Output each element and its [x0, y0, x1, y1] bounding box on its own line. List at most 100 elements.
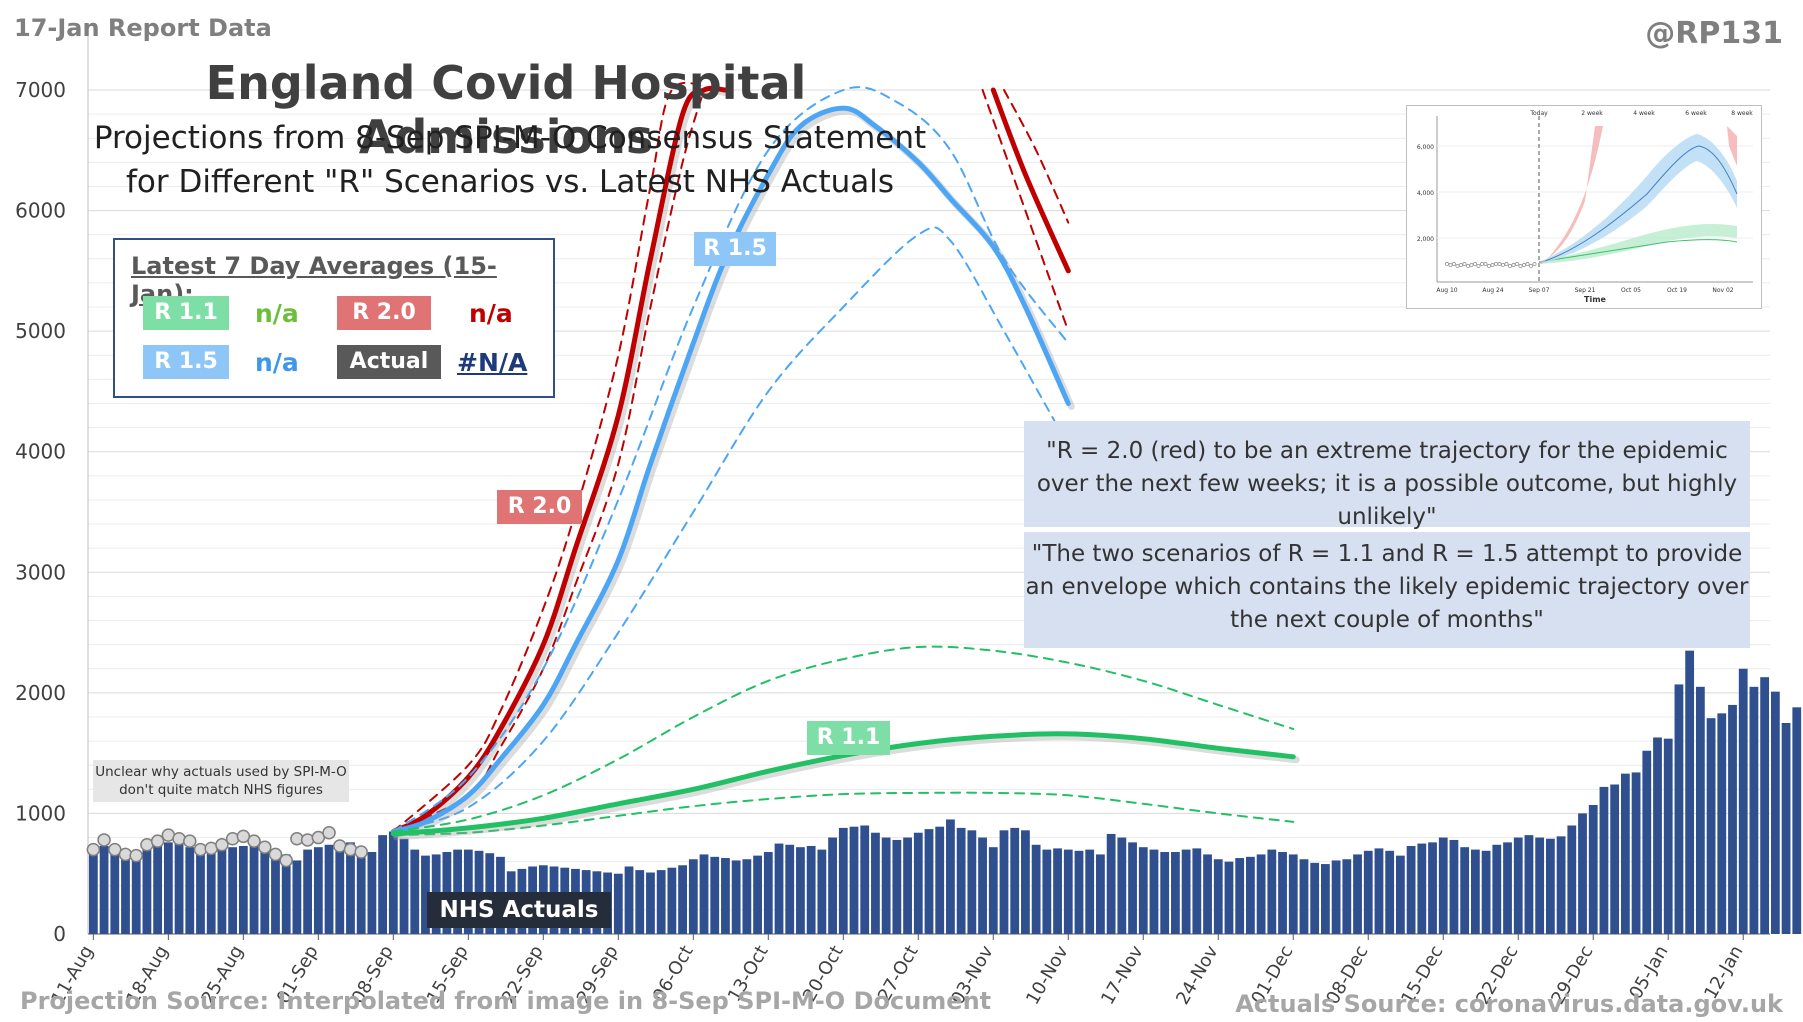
bar-day-118 — [1353, 854, 1362, 934]
unclear-note-line-1: Unclear why actuals used by SPI-M-O — [95, 764, 347, 780]
spi-actual-dot-6 — [150, 834, 165, 848]
bar-day-139 — [1578, 813, 1587, 934]
projection-source: Projection Source: Interpolated from ima… — [20, 987, 992, 1015]
bar-day-115 — [1321, 864, 1330, 934]
bar-day-144 — [1631, 772, 1641, 934]
bar-day-77 — [913, 832, 923, 934]
inset-dot-8 — [1473, 262, 1477, 266]
bar-day-107 — [1235, 858, 1245, 934]
bar-day-73 — [871, 832, 880, 934]
bar-day-59 — [721, 858, 730, 934]
chart-title: England Covid Hospital Admissions — [205, 56, 807, 164]
bar-day-108 — [1246, 856, 1255, 934]
bar-day-9 — [185, 847, 195, 934]
bar-day-134 — [1524, 835, 1534, 934]
bar-day-85 — [999, 830, 1009, 934]
inset-dot-24 — [1529, 264, 1533, 268]
quote-callout-envelope: "The two scenarios of R = 1.1 and R = 1.… — [1024, 532, 1750, 648]
inset-x-tick-sep21: Sep 21 — [1575, 287, 1596, 294]
bar-day-71 — [849, 826, 859, 934]
bar-day-87 — [1021, 830, 1030, 934]
bar-day-88 — [1031, 844, 1041, 934]
series-r20-central — [390, 85, 728, 834]
inset-dot-16 — [1501, 263, 1505, 267]
spi-actual-dot-18 — [279, 853, 293, 868]
inset-y-tick-6000: 6,000 — [1417, 144, 1434, 151]
spi-actual-dot-24 — [343, 842, 358, 857]
chart-subtitle-2: for Different "R" Scenarios vs. Latest N… — [125, 164, 895, 200]
spi-actual-dot-8 — [172, 831, 186, 846]
bar-day-135 — [1535, 837, 1545, 934]
inset-dot-21 — [1518, 264, 1523, 268]
inset-dot-4 — [1459, 263, 1463, 267]
series-r11-shadow — [392, 733, 1300, 841]
bar-day-147 — [1663, 738, 1673, 934]
bar-day-27 — [378, 835, 388, 934]
legend-value-r11: n/a — [255, 299, 299, 328]
series-r20-late-upper — [1003, 89, 1070, 224]
bar-day-93 — [1085, 849, 1095, 934]
legend-title: Latest 7 Day Averages (15-Jan): — [131, 252, 497, 308]
series-r11-central — [390, 731, 1296, 837]
bar-day-128 — [1460, 847, 1470, 934]
bar-day-22 — [324, 844, 334, 934]
bar-day-122 — [1395, 855, 1405, 934]
bar-day-145 — [1642, 750, 1652, 934]
bar-day-25 — [356, 849, 366, 934]
series-label-nhs-actuals: NHS Actuals — [427, 892, 611, 928]
bar-day-92 — [1074, 850, 1084, 934]
y-tick-7000: 7000 — [15, 78, 66, 102]
bar-day-19 — [292, 860, 302, 934]
bar-day-117 — [1342, 859, 1352, 934]
bar-day-86 — [1010, 827, 1020, 934]
spi-actual-dot-20 — [300, 833, 315, 847]
spi-actual-dot-9 — [183, 834, 197, 848]
bar-day-16 — [260, 844, 270, 934]
bar-day-157 — [1770, 691, 1780, 934]
spi-actual-dot-17 — [268, 847, 283, 862]
bar-day-125 — [1428, 842, 1437, 934]
bar-day-90 — [1053, 848, 1062, 934]
bar-day-130 — [1481, 850, 1491, 934]
unclear-note: Unclear why actuals used by SPI-M-O don'… — [93, 760, 349, 802]
bar-day-138 — [1567, 825, 1577, 934]
bar-day-66 — [796, 847, 805, 934]
inset-x-tick-sep07: Sep 07 — [1529, 287, 1550, 294]
bar-day-76 — [903, 837, 912, 934]
x-tick-24-Nov: 24-Nov — [1172, 942, 1223, 1009]
bar-day-18 — [281, 854, 291, 934]
series-r20-lower — [392, 89, 705, 833]
bar-day-149 — [1685, 650, 1695, 934]
inset-2week-label: 2 week — [1581, 110, 1603, 117]
bar-day-153 — [1728, 704, 1737, 934]
bar-day-148 — [1674, 684, 1684, 934]
y-tick-3000: 3000 — [15, 560, 66, 584]
inset-dot-23 — [1525, 262, 1530, 266]
bar-day-0 — [88, 849, 98, 934]
bar-day-143 — [1620, 773, 1630, 934]
bar-day-34 — [453, 849, 463, 934]
bar-day-140 — [1588, 804, 1598, 934]
bar-day-14 — [238, 845, 248, 934]
series-r11-upper — [392, 645, 1295, 833]
bar-day-15 — [249, 842, 259, 934]
bar-day-1 — [99, 845, 109, 934]
y-tick-6000: 6000 — [15, 199, 66, 223]
y-tick-1000: 1000 — [15, 801, 66, 825]
inset-dot-11 — [1483, 262, 1488, 266]
bar-day-65 — [785, 844, 795, 934]
inset-y-tick-2000: 2,000 — [1417, 236, 1434, 243]
bar-day-146 — [1653, 737, 1662, 934]
bar-day-60 — [731, 860, 741, 934]
bar-day-35 — [463, 849, 473, 934]
spi-actual-dot-15 — [247, 834, 261, 848]
spi-actual-dot-13 — [225, 831, 240, 846]
bar-day-74 — [881, 837, 891, 934]
bar-day-100 — [1160, 852, 1170, 934]
bar-day-127 — [1449, 839, 1459, 934]
bar-day-113 — [1299, 859, 1309, 934]
series-r20-late-central — [990, 87, 1071, 274]
inset-dot-25 — [1532, 262, 1537, 266]
series-r15-upper — [392, 86, 1070, 833]
